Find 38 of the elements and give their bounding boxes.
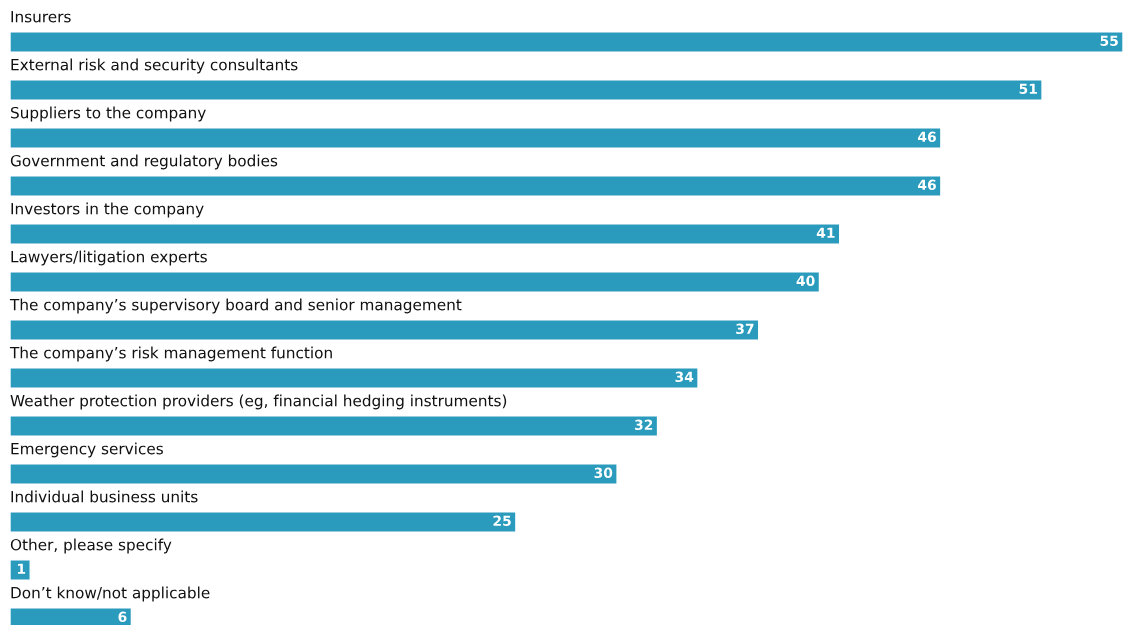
data-label: 51 (1019, 83, 1037, 95)
y-tick-label: Suppliers to the company (11, 106, 206, 122)
data-label: 40 (796, 275, 815, 287)
bar (10, 415, 659, 437)
data-label: 1 (17, 563, 26, 574)
y-tick-label: The company’s supervisory board and senior management (9, 298, 462, 314)
data-label: 32 (635, 419, 653, 431)
y-tick-label: Investors in the company (11, 202, 204, 218)
data-label: 37 (736, 323, 754, 335)
y-tick-label: Government and regulatory bodies (10, 154, 278, 170)
data-label: 6 (118, 611, 127, 623)
y-tick-label: Weather protection providers (eg, financial hedging instruments) (10, 394, 507, 410)
bar (10, 31, 1123, 53)
bar (10, 223, 841, 245)
bar (10, 511, 517, 533)
bar (10, 319, 760, 341)
bar (10, 175, 942, 197)
bar (10, 271, 821, 293)
y-tick-label: The company’s risk management function (9, 346, 332, 362)
bar (10, 463, 618, 485)
data-label: 46 (918, 179, 936, 191)
bar (10, 367, 699, 389)
data-label: 30 (594, 467, 613, 479)
data-label: 25 (493, 515, 511, 527)
bar (10, 559, 31, 581)
data-label: 34 (675, 371, 694, 383)
y-tick-label: Individual business units (11, 490, 198, 503)
y-tick-label: Other, please specify (10, 538, 172, 554)
bar (10, 79, 1043, 101)
y-tick-label: Emergency services (11, 442, 163, 458)
bar (10, 127, 942, 149)
y-tick-label: Don’t know/not applicable (11, 586, 210, 602)
data-label: 41 (816, 227, 835, 238)
y-tick-label: Lawyers/litigation experts (11, 250, 207, 266)
data-label: 46 (918, 131, 936, 143)
y-tick-label: Insurers (11, 11, 71, 23)
data-label: 55 (1100, 35, 1118, 47)
y-tick-label: External risk and security consultants (11, 58, 298, 74)
